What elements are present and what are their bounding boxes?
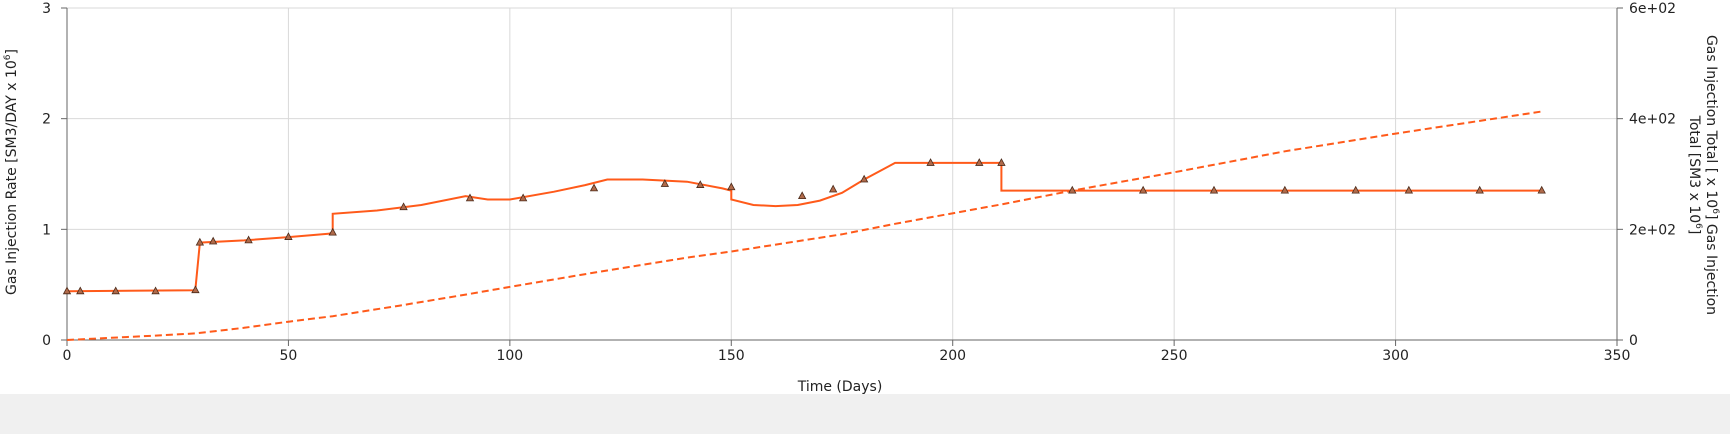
x-tick-label: 300 <box>1382 348 1409 364</box>
data-point-marker <box>1475 185 1484 194</box>
axes <box>61 7 1623 346</box>
x-tick-label: 250 <box>1161 348 1188 364</box>
data-point-marker <box>1209 185 1219 194</box>
data-point-marker <box>284 232 293 240</box>
data-point-marker <box>465 193 475 202</box>
x-tick-label: 350 <box>1604 348 1631 364</box>
data-point-marker <box>589 183 599 192</box>
y2-axis-title-line1: Gas Injection Total [ x 106] Gas Injecti… <box>1703 35 1720 315</box>
x-tick-label: 50 <box>280 348 298 364</box>
data-point-marker <box>399 202 408 211</box>
data-point-marker <box>1351 185 1360 194</box>
y2-tick-label: 6e+02 <box>1629 1 1676 17</box>
tick-labels: 0 50 100 150 200 250 300 350012302e+024e+026e+0… <box>42 1 1676 364</box>
y2-tick-label: 2e+02 <box>1629 222 1676 238</box>
markers <box>62 158 1546 295</box>
series-line-total <box>66 110 1542 341</box>
data-point-marker <box>727 182 736 191</box>
data-point-marker <box>997 158 1006 166</box>
data-point-marker <box>76 286 85 295</box>
data-point-marker <box>328 227 337 236</box>
data-point-marker <box>208 236 218 245</box>
data-point-marker <box>926 158 935 166</box>
y-tick-label: 0 <box>42 333 51 349</box>
x-tick-label: 100 <box>496 348 523 364</box>
data-point-marker <box>828 184 838 193</box>
y-tick-label: 3 <box>42 1 51 17</box>
data-point-marker <box>696 180 705 188</box>
chart-svg: 0 50 100 150 200 250 300 350012302e+024e+026e+0… <box>3 1 1720 395</box>
x-tick-label: 200 <box>939 348 966 364</box>
data-point-marker <box>1537 185 1546 194</box>
x-tick-label: 0 <box>63 348 72 364</box>
footer-strip <box>0 394 1730 434</box>
x-tick-label: 150 <box>718 348 745 364</box>
data-point-marker <box>1068 185 1077 194</box>
data-point-marker <box>151 286 160 295</box>
x-axis-title: Time (Days) <box>797 379 883 394</box>
data-point-marker <box>62 286 72 295</box>
data-point-marker <box>1404 185 1414 194</box>
data-point-marker <box>191 285 200 294</box>
y2-tick-label: 0 <box>1629 333 1638 349</box>
grid <box>67 7 1618 340</box>
data-point-marker <box>1280 185 1290 194</box>
y2-axis-title-line2: Total [SM3 x 106] <box>1686 115 1703 235</box>
data-point-marker <box>518 193 528 202</box>
y-axis-title: Gas Injection Rate [SM3/DAY x 106] <box>3 49 20 295</box>
data-point-marker <box>1138 185 1148 194</box>
y2-tick-label: 4e+02 <box>1629 112 1676 128</box>
data-point-marker <box>111 286 120 295</box>
data-point-marker <box>859 174 869 183</box>
data-point-marker <box>195 237 205 246</box>
data-point-marker <box>660 179 670 187</box>
data-point-marker <box>244 235 253 244</box>
y-tick-label: 1 <box>42 222 51 238</box>
y-tick-label: 2 <box>42 112 51 128</box>
data-point-marker <box>797 191 807 200</box>
data-point-marker <box>975 158 984 166</box>
